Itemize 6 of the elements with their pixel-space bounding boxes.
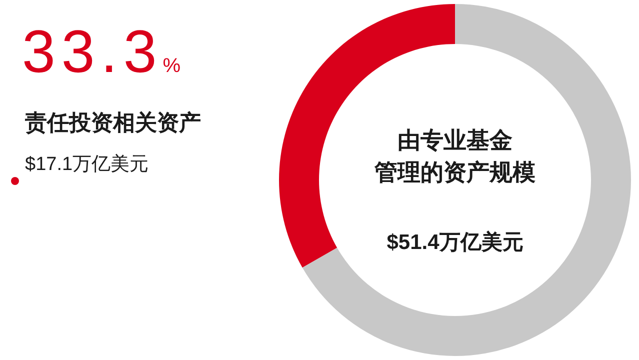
slice-label: 责任投资相关资产 (24, 110, 201, 135)
text: 由专业基金 (398, 127, 512, 153)
text: 管理的资产规模 (374, 159, 536, 185)
text: $17.1万亿美元 (25, 153, 149, 175)
data-label: 33.3% (22, 18, 181, 85)
text: $51.4万亿美元 (386, 230, 524, 254)
